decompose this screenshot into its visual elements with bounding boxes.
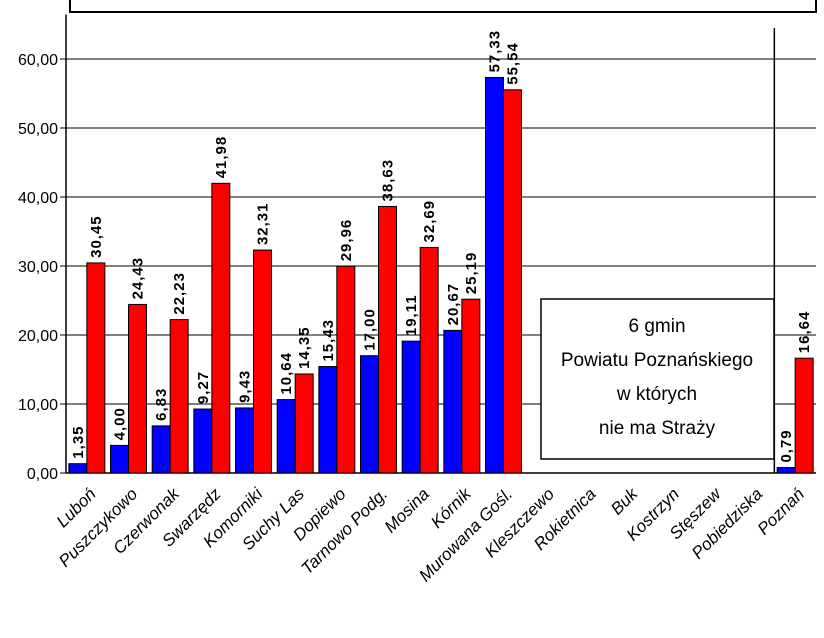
y-tick-label: 20,00 [18, 328, 58, 345]
y-tick-label: 30,00 [18, 259, 58, 276]
y-tick-label: 40,00 [18, 190, 58, 207]
annotation-frame [540, 298, 775, 460]
y-tick-label: 10,00 [18, 397, 58, 414]
data-label: 24,43 [130, 257, 147, 300]
bar-blue [151, 425, 171, 474]
bar-blue [401, 340, 421, 474]
data-label: 38,63 [380, 159, 397, 202]
data-label: 20,67 [445, 283, 462, 326]
bar-red [336, 265, 356, 474]
annotation-line-1: 6 gmin [628, 316, 685, 337]
data-label: 1,35 [70, 425, 87, 458]
data-label: 4,00 [112, 407, 129, 440]
bar-red [253, 249, 272, 474]
data-label: 55,54 [505, 42, 522, 85]
bar-red [378, 205, 397, 474]
data-label: 25,19 [463, 252, 480, 295]
data-label: 16,64 [796, 311, 813, 354]
bar-blue [193, 408, 213, 474]
bar-blue [776, 467, 796, 474]
bar-blue [318, 366, 338, 474]
data-label: 17,00 [362, 308, 379, 351]
y-tick-label: 50,00 [18, 121, 58, 138]
bar-blue [68, 463, 88, 474]
data-label: 22,23 [171, 272, 188, 315]
data-label: 41,98 [213, 136, 230, 179]
bar-red [294, 373, 314, 474]
bar-red [169, 319, 189, 474]
data-label: 32,69 [421, 200, 438, 243]
x-tick-labels: LubońPuszczykowoCzerwonakSwarzędzKomorni… [53, 483, 808, 585]
x-tick-label: Buk [607, 483, 642, 518]
data-label: 29,96 [338, 219, 355, 262]
data-label: 14,35 [296, 326, 313, 369]
data-label: 57,33 [487, 30, 504, 73]
data-label: 6,83 [153, 388, 170, 421]
bar-red [794, 357, 814, 474]
data-label: 10,64 [278, 352, 295, 395]
annotation-box: 6 gmin Powiatu Poznańskiego w których ni… [540, 298, 775, 460]
data-label: 30,45 [88, 215, 105, 258]
bar-red [86, 262, 106, 474]
y-tick-label: 60,00 [18, 52, 58, 69]
top-frame [69, 0, 817, 13]
annotation-line-2: Powiatu Poznańskiego [561, 350, 753, 371]
data-label: 15,43 [320, 319, 337, 362]
x-tick-label: Mosina [381, 484, 433, 536]
y-tick-label: 0,00 [27, 466, 58, 483]
data-label: 0,79 [778, 429, 795, 462]
data-label: 32,31 [255, 203, 272, 246]
bar-blue [235, 407, 254, 474]
data-label: 9,27 [195, 371, 212, 404]
bar-blue [276, 399, 296, 474]
annotation-line-3: w których [616, 384, 697, 405]
data-labels: 1,35 30,45 4,00 24,43 6,83 22,23 9,27 41,98 9,43… [70, 30, 813, 463]
annotation-line-4: nie ma Straży [599, 418, 716, 439]
bar-red [461, 298, 481, 474]
x-tick-label: Poznań [754, 484, 808, 538]
bar-red [503, 89, 522, 474]
bar-red [419, 246, 439, 474]
bar-red [211, 182, 231, 474]
bar-red [128, 303, 147, 474]
data-label: 19,11 [403, 294, 420, 336]
bar-blue [110, 444, 129, 474]
y-tick-labels: 0,00 10,00 20,00 30,00 40,00 50,00 60,00 [18, 52, 58, 483]
bar-blue [360, 355, 379, 474]
bar-blue [443, 329, 463, 474]
bar-blue [485, 76, 504, 474]
data-label: 9,43 [237, 370, 254, 403]
bars [68, 76, 814, 474]
